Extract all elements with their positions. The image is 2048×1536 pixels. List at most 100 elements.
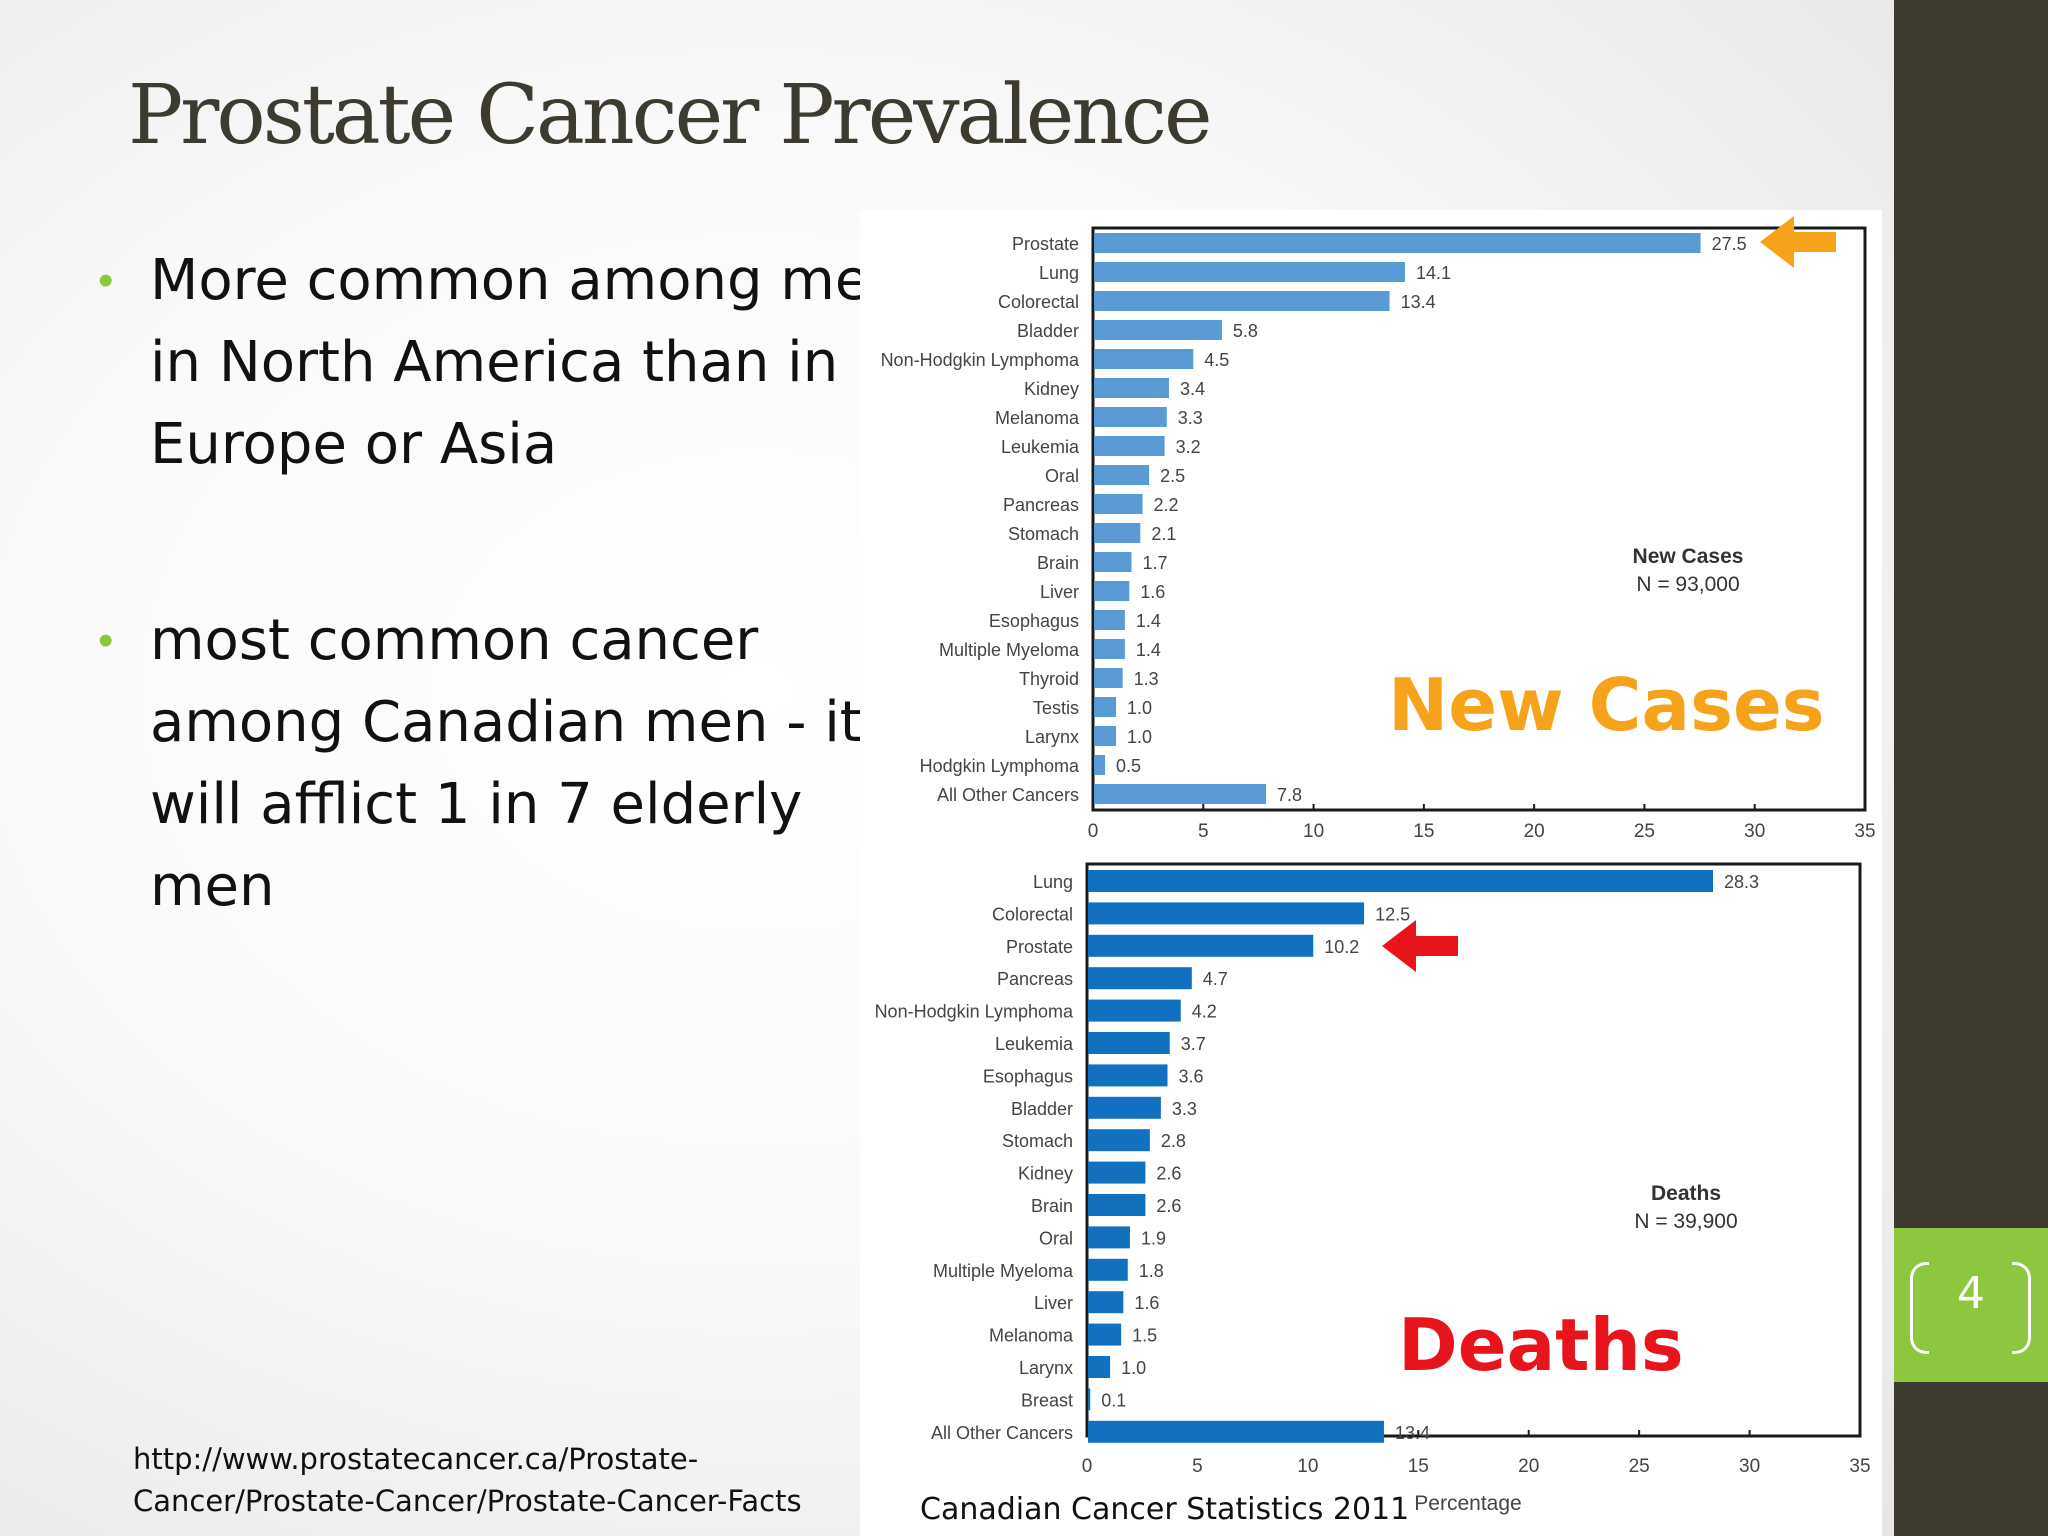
legend-title: Deaths (1651, 1182, 1721, 1205)
legend-title: New Cases (1633, 545, 1744, 568)
x-tick-label: 20 (1518, 1456, 1539, 1477)
data-label: 4.5 (1204, 350, 1229, 370)
data-label: 4.7 (1203, 969, 1228, 989)
bar (1094, 697, 1117, 717)
x-tick-label: 5 (1192, 1456, 1203, 1477)
x-tick-label: 20 (1524, 821, 1545, 842)
category-label: Esophagus (983, 1066, 1073, 1086)
data-label: 2.8 (1161, 1131, 1186, 1151)
category-label: Kidney (1024, 379, 1079, 399)
category-label: Colorectal (992, 904, 1073, 924)
x-tick-label: 35 (1849, 1456, 1870, 1477)
data-label: 1.0 (1121, 1358, 1146, 1378)
data-label: 0.5 (1116, 756, 1141, 776)
legend-count: N = 39,900 (1634, 1210, 1737, 1233)
category-label: Stomach (1008, 524, 1079, 544)
bullet-dot-icon: • (98, 256, 114, 305)
category-label: Melanoma (989, 1326, 1074, 1346)
x-tick-label: 25 (1629, 1456, 1650, 1477)
data-label: 1.4 (1136, 611, 1161, 631)
category-label: Brain (1037, 553, 1079, 573)
data-label: 4.2 (1192, 1002, 1217, 1022)
page-number: 4 (1957, 1268, 1985, 1319)
data-label: 1.0 (1127, 727, 1152, 747)
data-label: 5.8 (1233, 321, 1258, 341)
bar (1088, 1032, 1170, 1054)
bar (1094, 784, 1267, 804)
category-label: Bladder (1011, 1099, 1073, 1119)
bar (1094, 349, 1194, 369)
orange-arrow-icon (1760, 216, 1836, 268)
data-label: 1.4 (1136, 640, 1161, 660)
data-label: 2.1 (1151, 524, 1176, 544)
data-label: 2.2 (1154, 495, 1179, 515)
bar (1094, 639, 1125, 659)
x-tick-label: 15 (1413, 821, 1434, 842)
bar (1094, 320, 1222, 340)
bar (1094, 755, 1106, 775)
bar (1088, 1226, 1130, 1249)
bracket-right-icon (2012, 1262, 2031, 1354)
x-tick-label: 30 (1739, 1456, 1760, 1477)
bar (1094, 262, 1406, 282)
x-tick-label: 0 (1082, 1456, 1093, 1477)
bar (1094, 378, 1169, 398)
bar (1088, 1258, 1128, 1281)
source-link[interactable]: http://www.prostatecancer.ca/Prostate-Ca… (133, 1442, 802, 1518)
data-label: 1.9 (1141, 1228, 1166, 1248)
category-label: Prostate (1012, 234, 1079, 254)
bar (1094, 233, 1701, 253)
bar (1088, 1194, 1146, 1216)
bar (1088, 870, 1714, 892)
overlay-label: New Cases (1388, 663, 1825, 747)
data-label: 3.7 (1181, 1034, 1206, 1054)
category-label: Oral (1045, 466, 1079, 486)
bar (1088, 967, 1192, 990)
bar (1088, 1129, 1150, 1152)
bar (1088, 902, 1365, 925)
category-label: Kidney (1018, 1164, 1073, 1184)
category-label: Leukemia (1001, 437, 1080, 457)
bar (1094, 465, 1150, 485)
bar (1094, 668, 1123, 688)
category-label: Prostate (1006, 937, 1073, 957)
data-label: 2.5 (1160, 466, 1185, 486)
data-label: 7.8 (1277, 785, 1302, 805)
x-tick-label: 10 (1303, 821, 1324, 842)
category-label: Oral (1039, 1228, 1073, 1248)
category-label: Lung (1039, 263, 1079, 283)
category-label: Non-Hodgkin Lymphoma (875, 1002, 1074, 1022)
category-label: Breast (1021, 1390, 1073, 1410)
deaths-chart: 0 5 10 15 20 25 30 35 Lung 28.3 Colorectal 12.5 Pros… (875, 862, 1871, 1515)
bar (1094, 610, 1125, 630)
category-label: Testis (1033, 698, 1079, 718)
red-arrow-icon (1382, 920, 1458, 972)
data-label: 13.4 (1395, 1423, 1430, 1443)
data-label: 3.6 (1179, 1066, 1204, 1086)
bar (1088, 1064, 1168, 1087)
data-label: 12.5 (1375, 904, 1410, 924)
chart-panel: 0 5 10 15 20 25 30 35 Prostate 27.5 Lung 14.1 Colore… (860, 210, 1882, 1536)
overlay-label: Deaths (1398, 1303, 1684, 1387)
category-label: Melanoma (995, 408, 1080, 428)
bar (1088, 1388, 1091, 1411)
legend-count: N = 93,000 (1636, 573, 1739, 596)
bar (1088, 999, 1181, 1022)
x-tick-label: 25 (1634, 821, 1655, 842)
new-cases-chart: 0 5 10 15 20 25 30 35 Prostate 27.5 Lung 14.1 Colore… (881, 216, 1876, 842)
charts-svg: 0 5 10 15 20 25 30 35 Prostate 27.5 Lung 14.1 Colore… (875, 216, 1876, 1515)
category-label: Brain (1031, 1196, 1073, 1216)
category-label: Liver (1040, 582, 1079, 602)
bar (1094, 291, 1390, 311)
data-label: 3.3 (1178, 408, 1203, 428)
category-label: Liver (1034, 1293, 1073, 1313)
data-label: 1.3 (1134, 669, 1159, 689)
bar (1094, 726, 1117, 746)
x-tick-label: 35 (1854, 821, 1875, 842)
slide-title: Prostate Cancer Prevalence (128, 68, 1212, 163)
category-label: Colorectal (998, 292, 1079, 312)
bar (1094, 552, 1132, 572)
bar (1094, 494, 1143, 514)
category-label: Lung (1033, 872, 1073, 892)
category-label: Multiple Myeloma (933, 1261, 1074, 1281)
